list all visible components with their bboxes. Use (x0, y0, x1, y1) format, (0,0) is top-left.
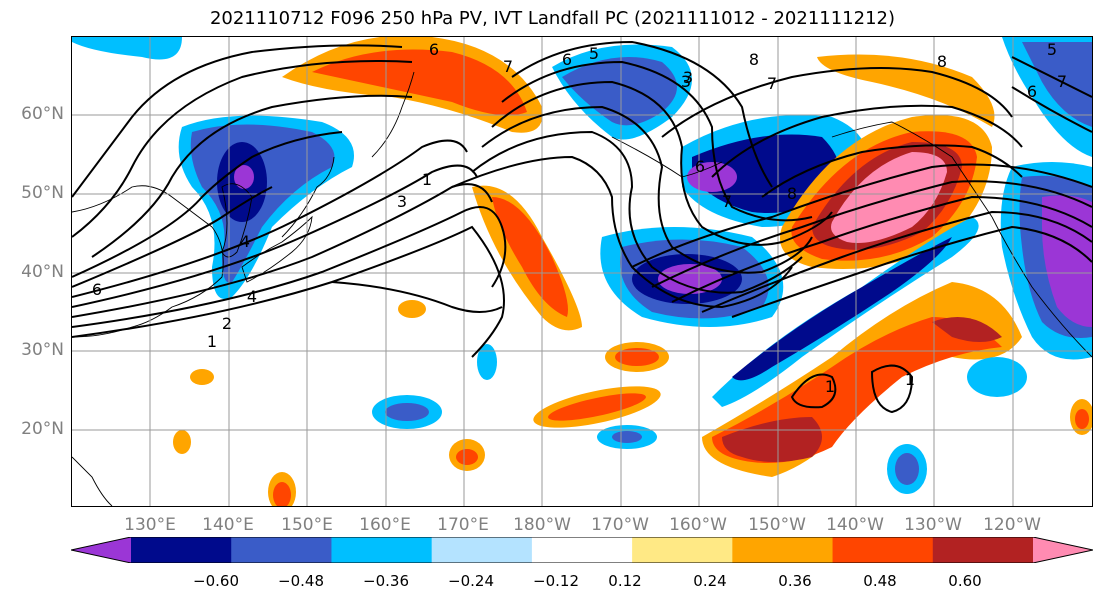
contour-label: 8 (787, 184, 797, 203)
lon-label: 160°W (669, 515, 727, 535)
colorbar-tick-label: 0.60 (948, 572, 982, 590)
colorbar-tick-label: −0.36 (363, 572, 409, 590)
map-title: 2021110712 F096 250 hPa PV, IVT Landfall… (209, 8, 896, 29)
contour-label: 3 (397, 192, 407, 211)
lon-label: 130°W (904, 515, 962, 535)
contour-label: 3 (681, 72, 691, 91)
colorbar-segment (431, 537, 533, 563)
colorbar-segments (71, 537, 1093, 563)
contour-label: 6 (562, 50, 572, 69)
coastlines (72, 71, 1092, 506)
colorbar (71, 537, 1093, 563)
contour-label: 8 (937, 52, 947, 71)
colorbar-tick-label: −0.60 (193, 572, 239, 590)
lon-label: 150°E (281, 515, 333, 535)
lat-label: 30°N (21, 340, 64, 360)
colorbar-segment (131, 537, 232, 563)
contour-label: 3 (683, 68, 693, 87)
lon-label: 180°W (513, 515, 571, 535)
colorbar-tick-label: 0.12 (608, 572, 642, 590)
contour-label-group: 6 7 8 7 6 5 3 1 3 4 1 2 6 1 1 7 8 6 8 7 … (92, 40, 1067, 396)
colorbar-segment (331, 537, 433, 563)
colorbar-segment (231, 537, 332, 563)
contour-label: 7 (503, 57, 513, 76)
contour-label: 8 (749, 50, 759, 69)
contour-label: 1 (905, 370, 915, 389)
colorbar-tick-label: −0.24 (448, 572, 494, 590)
lat-label: 40°N (21, 262, 64, 282)
contour-label: 6 (695, 157, 705, 176)
colorbar-segment (632, 537, 733, 563)
contour-label: 5 (1047, 40, 1057, 59)
lat-label: 50°N (21, 183, 64, 203)
lon-label: 170°E (437, 515, 489, 535)
colorbar-tick-label: 0.24 (693, 572, 727, 590)
map-panel: 6 7 8 7 6 5 3 1 3 4 1 2 6 1 1 7 8 6 8 7 … (71, 36, 1093, 507)
contour-label: 1 (422, 170, 432, 189)
colorbar-segment (71, 537, 131, 563)
colorbar-segment (732, 537, 834, 563)
contour-label: 7 (1057, 72, 1067, 91)
ivt-contours (72, 40, 1092, 414)
contour-label: 7 (722, 192, 732, 211)
lon-label: 170°W (591, 515, 649, 535)
contour-label: 1 (207, 332, 217, 351)
lon-label: 120°W (983, 515, 1041, 535)
colorbar-segment (531, 537, 633, 563)
contour-label: 6 (1027, 82, 1037, 101)
colorbar-tick-label: −0.48 (278, 572, 324, 590)
lon-label: 130°E (124, 515, 176, 535)
contour-label: 1 (825, 377, 835, 396)
map-canvas: 6 7 8 7 6 5 3 1 3 4 1 2 6 1 1 7 8 6 8 7 … (72, 37, 1092, 506)
lon-label: 160°E (359, 515, 411, 535)
contour-label: 4 (247, 287, 257, 306)
lon-label: 150°W (748, 515, 806, 535)
contour-label: 5 (589, 44, 599, 63)
colorbar-segment (832, 537, 934, 563)
contour-label: 4 (240, 232, 250, 251)
contour-label: 7 (767, 74, 777, 93)
contour-label: 2 (222, 314, 232, 333)
lon-label: 140°E (202, 515, 254, 535)
colorbar-tick-label: 0.36 (778, 572, 812, 590)
contour-label: 6 (92, 280, 102, 299)
lon-label: 140°W (826, 515, 884, 535)
colorbar-segment (932, 537, 1034, 563)
colorbar-tick-label: −0.12 (533, 572, 579, 590)
contour-label: 6 (429, 40, 439, 59)
colorbar-tick-label: 0.48 (863, 572, 897, 590)
colorbar-segment (1033, 537, 1093, 563)
lat-label: 60°N (21, 104, 64, 124)
lat-label: 20°N (21, 419, 64, 439)
